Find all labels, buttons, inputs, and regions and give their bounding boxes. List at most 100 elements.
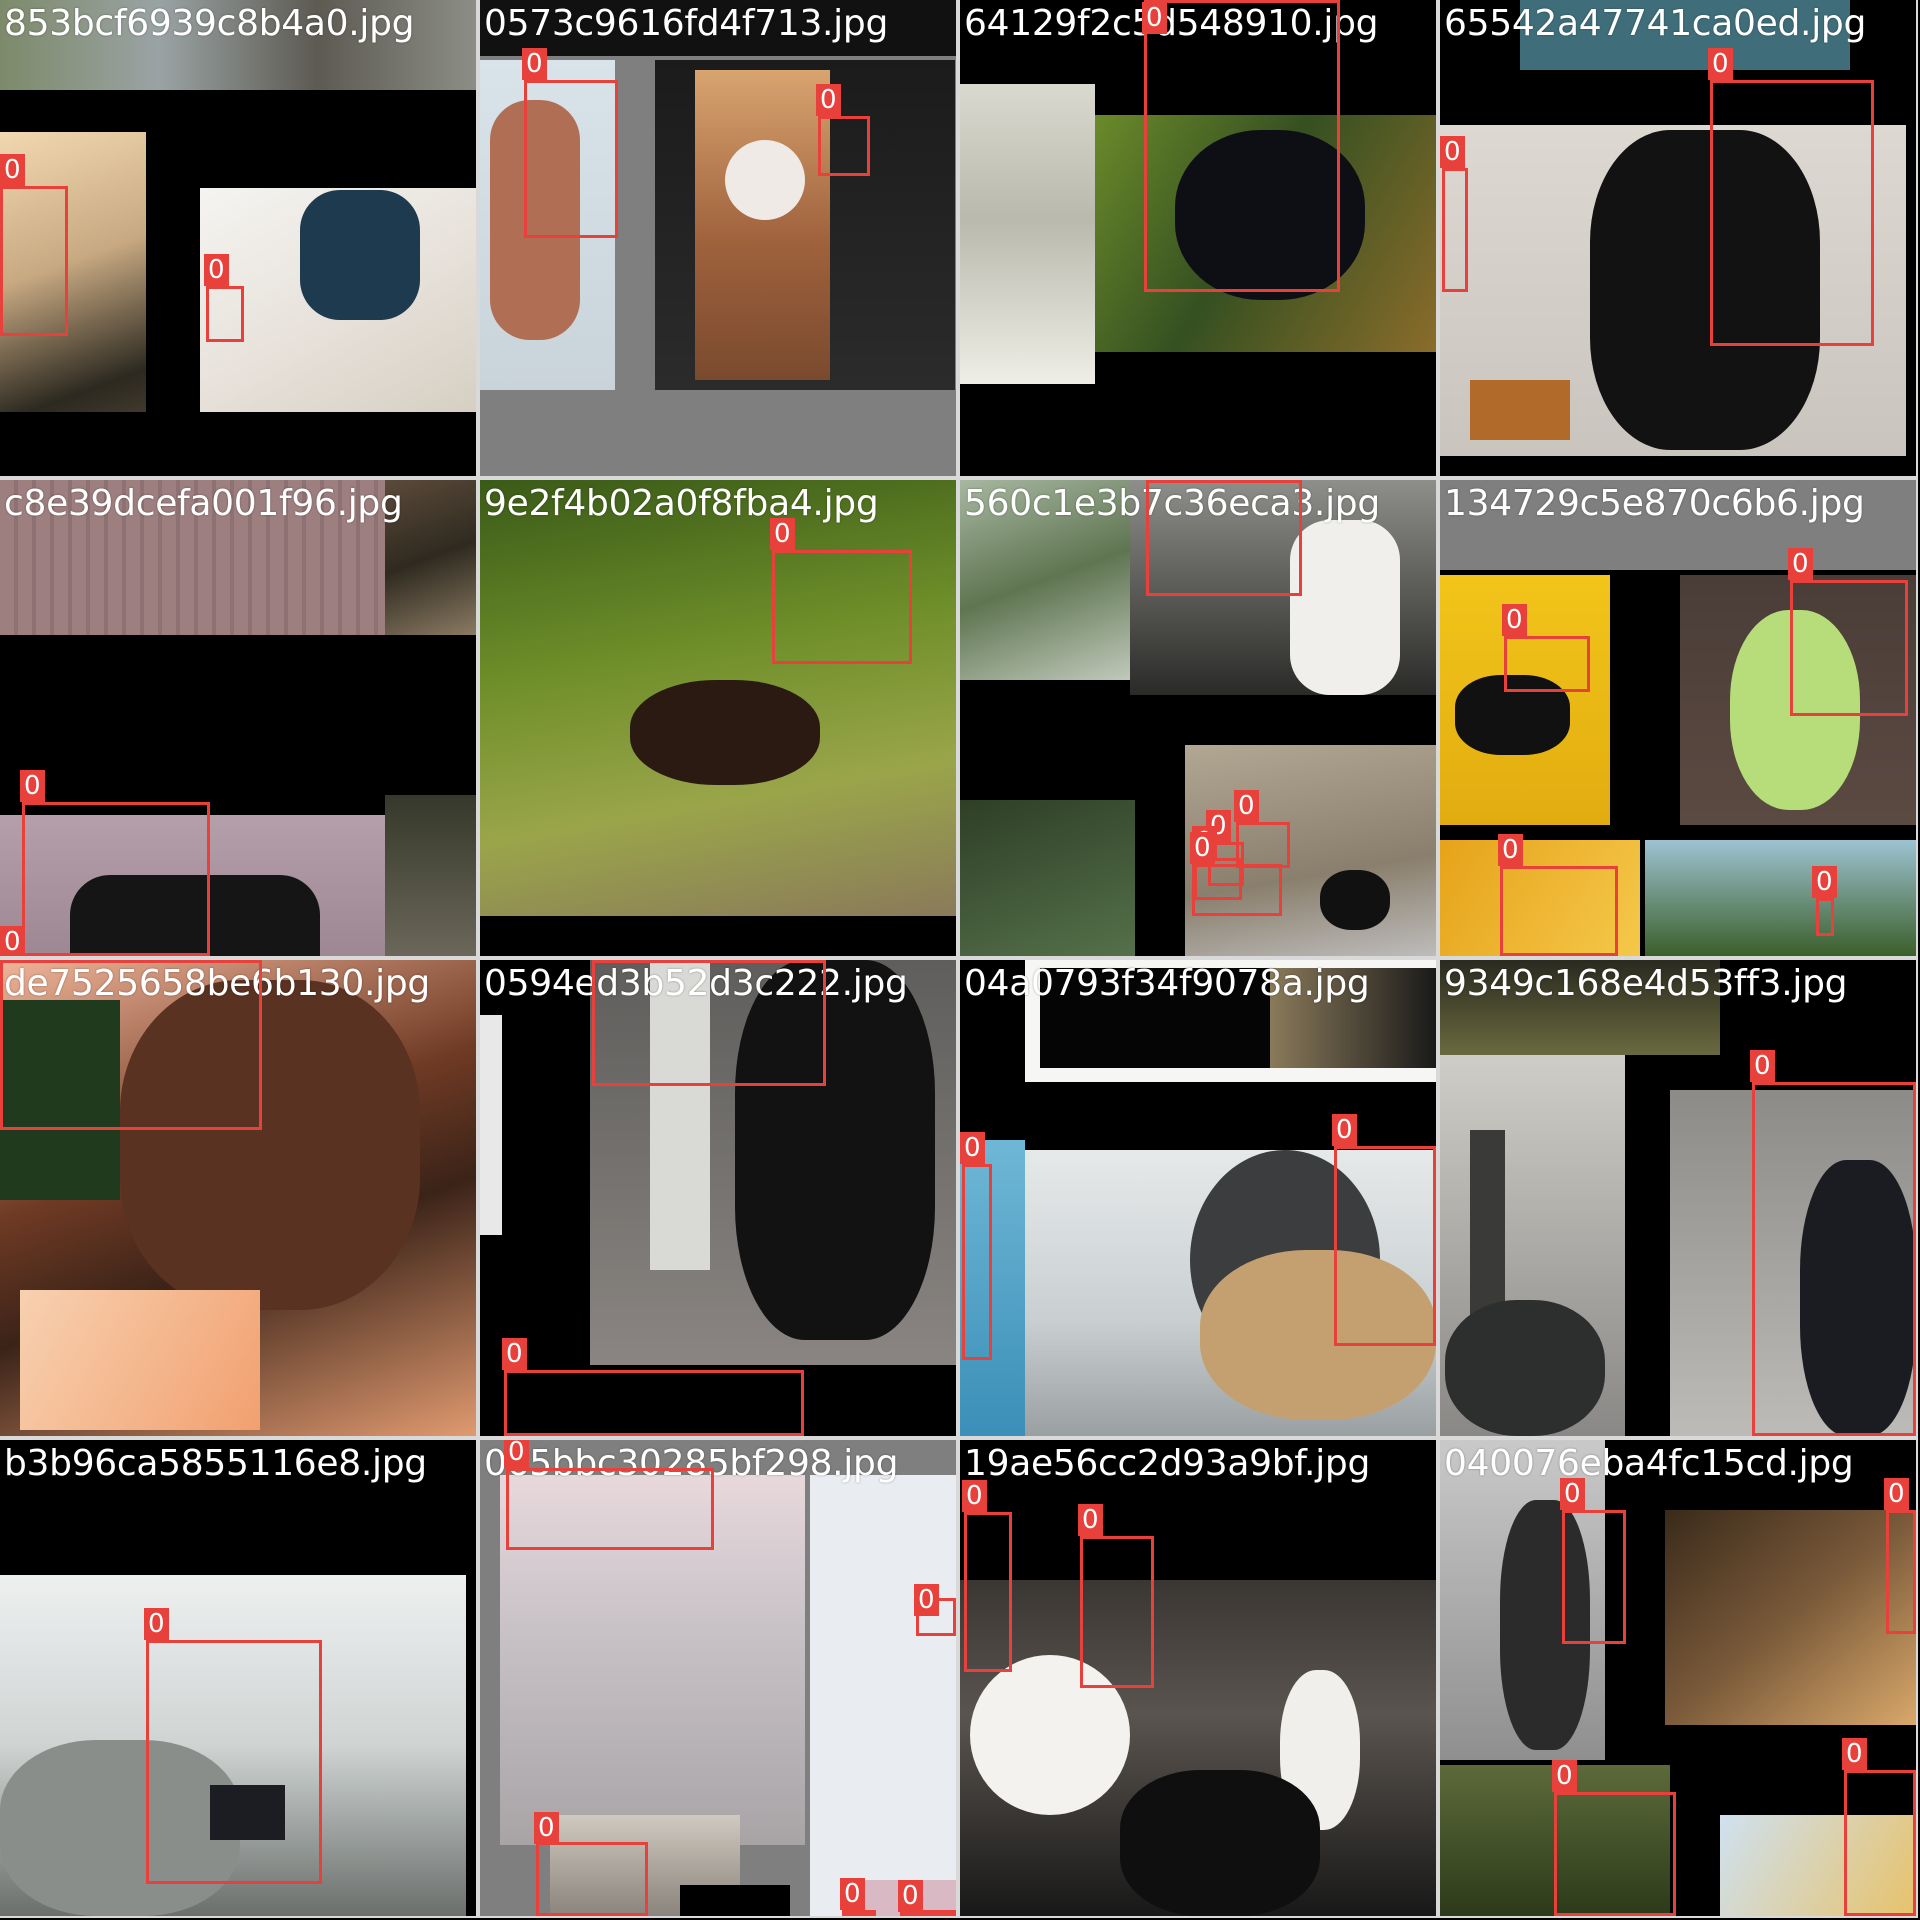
image-patch — [695, 70, 830, 380]
tile-13: 065bbc30285bf298.jpg 0 0 0 0 0 — [478, 1438, 958, 1918]
box-label: 0 — [1552, 1760, 1577, 1792]
image-patch — [500, 1475, 805, 1845]
tile-filename: 04a0793f34f9078a.jpg — [964, 963, 1370, 1004]
image-patch — [1590, 130, 1820, 450]
box-label: 0 — [1078, 1504, 1103, 1536]
image-patch — [1665, 1510, 1916, 1725]
box-label: 0 — [1884, 1478, 1909, 1510]
image-patch — [1455, 675, 1570, 755]
bounding-box — [1442, 168, 1468, 292]
tile-5: 9e2f4b02a0f8fba4.jpg 0 — [478, 478, 958, 958]
bounding-box — [506, 1468, 714, 1550]
box-label: 0 — [534, 1812, 559, 1844]
tile-3: 65542a47741ca0ed.jpg 0 0 — [1438, 0, 1918, 478]
box-label: 0 — [204, 254, 229, 286]
box-label: 0 — [1812, 866, 1837, 898]
bounding-box — [1562, 1510, 1626, 1644]
tile-filename: 560c1e3b7c36eca3.jpg — [964, 483, 1380, 524]
box-label: 0 — [960, 1132, 985, 1164]
tile-14: 19ae56cc2d93a9bf.jpg 0 0 — [958, 1438, 1438, 1918]
box-label: 0 — [1750, 1050, 1775, 1082]
tile-filename: 040076eba4fc15cd.jpg — [1444, 1443, 1854, 1484]
tile-0: 853bcf6939c8b4a0.jpg 0 0 — [0, 0, 478, 478]
bounding-box — [536, 1842, 648, 1916]
image-patch — [1470, 1130, 1505, 1330]
image-patch — [490, 100, 580, 340]
box-label: 0 — [144, 1608, 169, 1640]
bounding-box — [1554, 1792, 1676, 1916]
box-label: 0 — [1502, 604, 1527, 636]
image-patch — [1445, 1300, 1605, 1436]
box-label: 0 — [1440, 136, 1465, 168]
image-patch — [1440, 840, 1640, 956]
image-patch — [1120, 1770, 1320, 1916]
bounding-box — [1194, 858, 1242, 900]
tile-filename: 0573c9616fd4f713.jpg — [484, 3, 888, 44]
image-patch — [1520, 0, 1850, 70]
image-patch — [20, 1290, 260, 1430]
box-label: 0 — [502, 1338, 527, 1370]
box-label: 0 — [914, 1584, 939, 1616]
image-patch — [0, 1000, 120, 1200]
tile-7: 134729c5e870c6b6.jpg 0 0 0 0 — [1438, 478, 1918, 958]
bounding-box — [22, 802, 210, 956]
box-label: 0 — [840, 1878, 865, 1910]
tile-filename: 853bcf6939c8b4a0.jpg — [4, 3, 415, 44]
bounding-box — [1504, 636, 1590, 692]
box-label: 0 — [1234, 790, 1259, 822]
image-patch — [480, 1015, 502, 1235]
tile-8: de7525658be6b130.jpg 0 — [0, 958, 478, 1438]
box-label: 0 — [1142, 2, 1167, 34]
image-patch — [810, 1475, 956, 1916]
bounding-box — [1146, 480, 1302, 596]
bounding-box — [842, 1910, 876, 1916]
image-patch — [385, 795, 476, 956]
image-patch — [1500, 1500, 1590, 1750]
bounding-box — [1816, 898, 1834, 936]
image-patch — [1200, 1250, 1436, 1420]
image-patch — [735, 960, 935, 1340]
bounding-box — [962, 1164, 992, 1360]
image-patch — [0, 1740, 240, 1916]
box-label: 0 — [816, 84, 841, 116]
image-patch — [1800, 1160, 1916, 1436]
image-patch — [1440, 480, 1916, 570]
bounding-box — [1236, 822, 1290, 868]
tile-filename: 9349c168e4d53ff3.jpg — [1444, 963, 1848, 1004]
image-patch — [300, 190, 420, 320]
image-patch — [385, 480, 476, 635]
bounding-box — [1710, 80, 1874, 346]
bounding-box — [1144, 0, 1340, 292]
tile-10: 04a0793f34f9078a.jpg 0 0 0 — [958, 958, 1438, 1438]
image-patch — [960, 1140, 1025, 1436]
bounding-box — [0, 186, 68, 336]
tile-15: 040076eba4fc15cd.jpg 0 0 0 0 — [1438, 1438, 1918, 1918]
box-label: 0 — [20, 770, 45, 802]
bounding-box — [818, 116, 870, 176]
image-patch — [1290, 520, 1400, 695]
tile-filename: 9e2f4b02a0f8fba4.jpg — [484, 483, 879, 524]
image-patch — [1270, 968, 1436, 1068]
image-patch — [630, 680, 820, 785]
tile-filename: 64129f2c5d548910.jpg — [964, 3, 1379, 44]
image-patch — [1645, 840, 1916, 956]
bounding-box — [1192, 864, 1282, 916]
box-label: 0 — [1190, 832, 1215, 864]
bounding-box — [592, 960, 826, 1086]
box-label: 0 — [522, 48, 547, 80]
bounding-box — [1790, 580, 1908, 716]
bounding-box — [1844, 1770, 1916, 1916]
image-patch — [1320, 870, 1390, 930]
box-label: 0 — [504, 1440, 529, 1468]
bounding-box — [964, 1512, 1012, 1672]
bounding-box — [1500, 866, 1618, 956]
tile-filename: 065bbc30285bf298.jpg — [484, 1443, 899, 1484]
image-patch — [70, 875, 320, 956]
tile-9: 0594ed3b52d3c222.jpg 0 0 — [478, 958, 958, 1438]
image-patch — [480, 0, 956, 56]
bounding-box — [0, 960, 262, 1130]
tile-2: 64129f2c5d548910.jpg 0 — [958, 0, 1438, 478]
image-patch — [1175, 130, 1365, 300]
tile-1: 0573c9616fd4f713.jpg 0 0 — [478, 0, 958, 478]
